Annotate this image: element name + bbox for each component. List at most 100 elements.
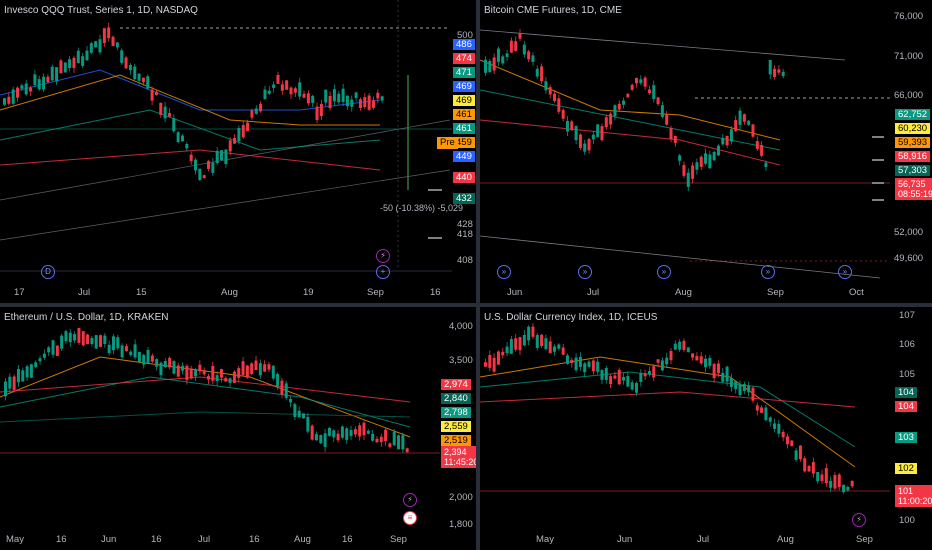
candle	[111, 36, 115, 46]
candle	[596, 124, 600, 137]
candle	[168, 357, 172, 368]
candle	[798, 445, 802, 460]
candle	[609, 113, 613, 125]
eth-chart-title: Ethereum / U.S. Dollar, 1D, KRAKEN	[4, 312, 169, 323]
earnings-event-icon[interactable]: +	[376, 265, 390, 279]
candle	[99, 335, 103, 347]
eth-chart-canvas[interactable]	[0, 307, 476, 550]
candle	[16, 369, 20, 383]
us-flag-icon[interactable]: ≡	[403, 511, 417, 525]
candle	[284, 383, 288, 398]
candle	[725, 135, 729, 146]
candle	[98, 39, 102, 53]
dxy-chart-canvas[interactable]	[480, 307, 932, 550]
candle	[531, 326, 535, 337]
candle	[245, 365, 249, 378]
candle	[42, 353, 46, 358]
candle	[755, 141, 759, 149]
candle	[630, 84, 634, 90]
candle	[232, 371, 236, 383]
vertical-divider[interactable]	[476, 0, 480, 550]
candle	[159, 102, 163, 115]
candle	[50, 66, 54, 81]
candle	[350, 99, 354, 107]
qqq-chart-panel[interactable]: Invesco QQQ Trust, Series 1, 1D, NASDAQ …	[0, 0, 476, 303]
dxy-x-tick: Jun	[617, 534, 633, 545]
candle	[617, 369, 621, 385]
lightning-event-icon[interactable]: ⚡	[376, 249, 390, 263]
candle	[535, 334, 539, 348]
candle	[181, 365, 185, 371]
candle	[829, 480, 833, 488]
eth-price-badge: 2,559	[441, 421, 471, 432]
eth-price-badge: 2,840	[441, 393, 471, 404]
candle	[509, 40, 513, 53]
qqq-price-badge: 440	[453, 172, 475, 183]
btc-price-badge: 60,230	[895, 123, 931, 134]
event-icon[interactable]: »	[838, 265, 852, 279]
qqq-price-badge: 461	[453, 109, 475, 120]
lightning-event-icon[interactable]: ⚡	[403, 493, 417, 507]
candle	[643, 77, 647, 87]
event-icon[interactable]: »	[497, 265, 511, 279]
candle	[25, 366, 29, 378]
qqq-x-tick: Jul	[78, 287, 91, 298]
candle	[630, 382, 634, 390]
candle	[155, 359, 159, 367]
eth-last-price: 2,394 11:45:20	[441, 446, 476, 468]
event-icon[interactable]: »	[761, 265, 775, 279]
eth-x-tick: 16	[342, 534, 353, 545]
candle	[527, 51, 531, 60]
candle	[712, 151, 716, 161]
horizontal-divider[interactable]	[0, 303, 932, 307]
candle	[392, 431, 396, 446]
btc-x-tick: Oct	[849, 287, 864, 298]
dividend-event-icon[interactable]: D	[41, 265, 55, 279]
candle	[176, 365, 180, 377]
btc-chart-panel[interactable]: Bitcoin CME Futures, 1D, CME 76,000 71,0…	[480, 0, 932, 303]
candle	[626, 376, 630, 387]
qqq-chart-canvas[interactable]	[0, 0, 476, 303]
eth-x-tick: 16	[56, 534, 67, 545]
candle	[484, 59, 487, 73]
candle	[760, 144, 764, 156]
candle	[276, 74, 280, 84]
qqq-price-badge: 449	[453, 151, 475, 162]
candle	[254, 108, 258, 114]
indicator-line	[480, 89, 781, 151]
dxy-last-price: 101 11:00:20	[895, 485, 932, 507]
candle	[102, 28, 106, 43]
candle	[522, 334, 526, 346]
candle	[34, 362, 38, 367]
candle	[699, 156, 703, 167]
candle	[496, 351, 500, 365]
candle	[699, 356, 703, 364]
lightning-event-icon[interactable]: ⚡	[852, 513, 866, 527]
candle	[258, 363, 262, 376]
candle	[522, 44, 526, 55]
event-icon[interactable]: »	[657, 265, 671, 279]
eth-price-badge: 2,519	[441, 435, 471, 446]
candle	[708, 357, 712, 366]
candle	[561, 109, 565, 119]
candle	[531, 55, 535, 62]
candle	[704, 358, 708, 368]
eth-chart-panel[interactable]: Ethereum / U.S. Dollar, 1D, KRAKEN 4,000…	[0, 307, 476, 550]
candle	[665, 357, 669, 365]
btc-chart-canvas[interactable]	[480, 0, 932, 303]
candle	[163, 360, 167, 368]
candle	[518, 33, 522, 39]
dxy-chart-panel[interactable]: U.S. Dollar Currency Index, 1D, ICEUS 10…	[480, 307, 932, 550]
candle	[68, 332, 72, 343]
candle	[254, 360, 258, 371]
candle	[570, 121, 574, 131]
candle	[371, 100, 375, 108]
candle	[337, 93, 341, 103]
candle	[107, 344, 111, 354]
indicator-line	[0, 376, 411, 403]
candle	[63, 62, 67, 73]
btc-price-badge: 59,393	[895, 137, 931, 148]
candle	[544, 81, 548, 91]
event-icon[interactable]: »	[578, 265, 592, 279]
dxy-y-tick: 105	[899, 369, 915, 380]
